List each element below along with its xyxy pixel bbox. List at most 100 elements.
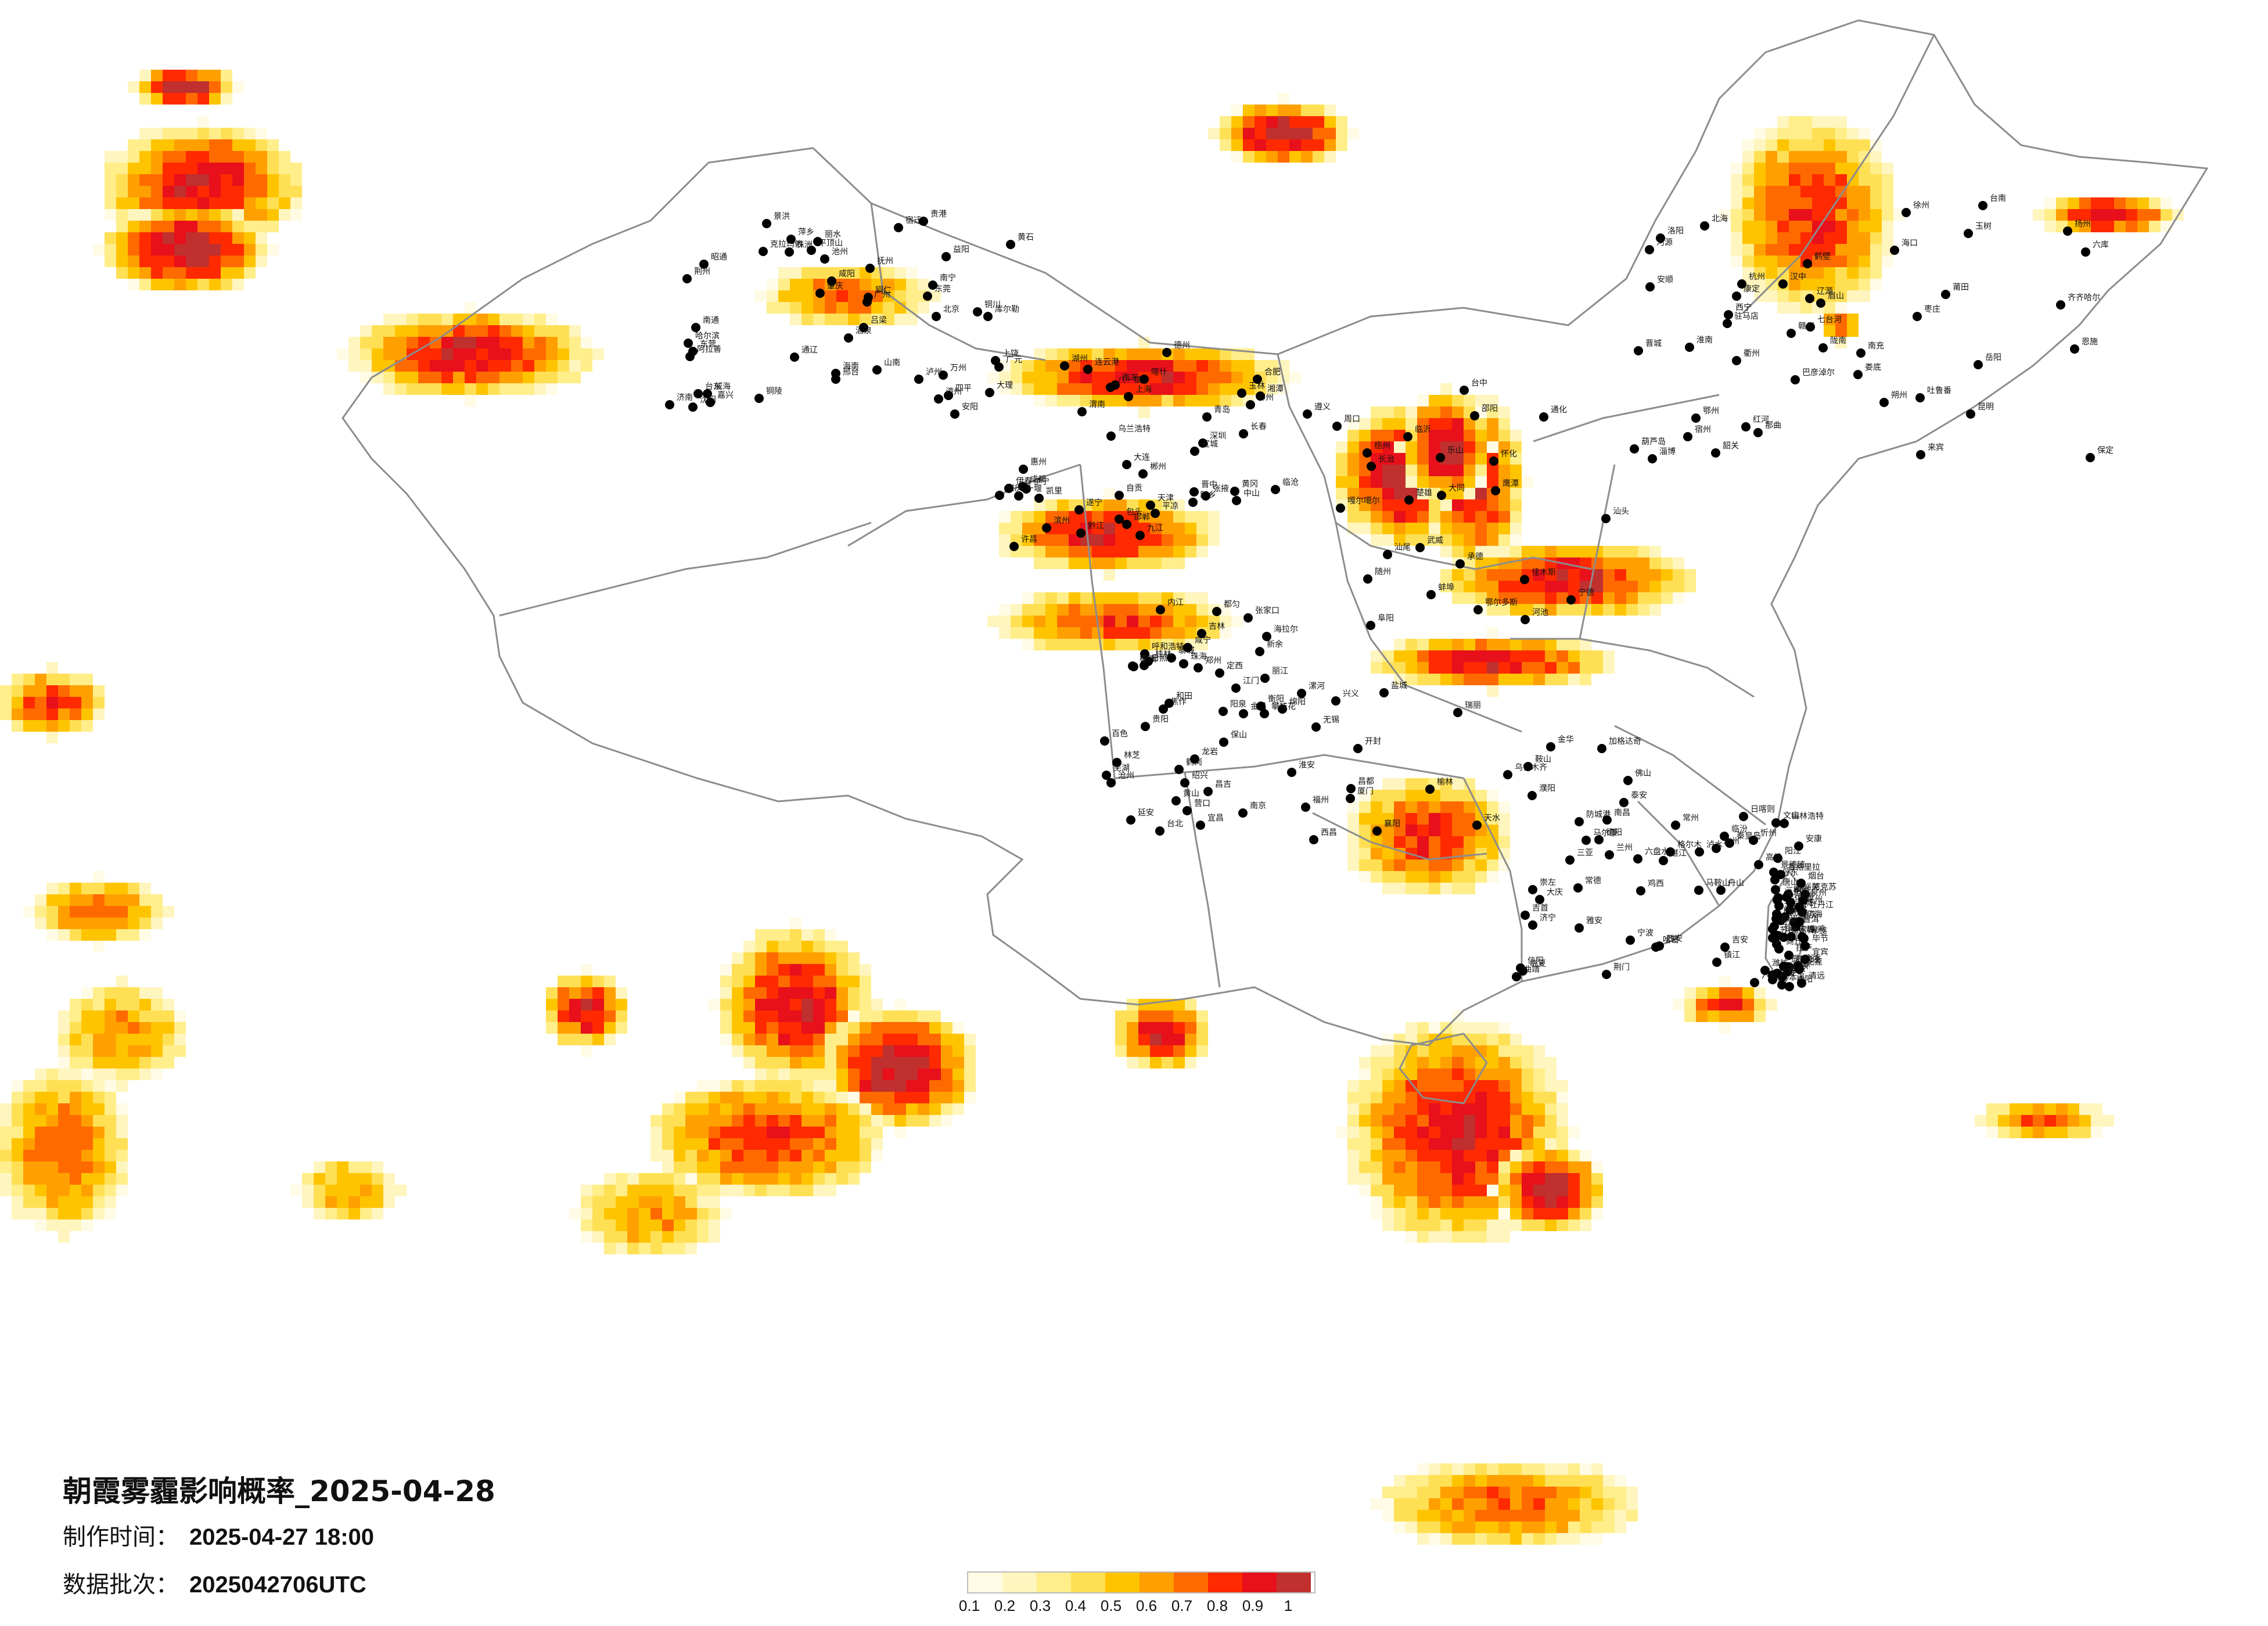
probability-cell xyxy=(1406,1161,1417,1173)
probability-cell xyxy=(1057,383,1069,395)
probability-cell xyxy=(581,987,592,999)
probability-cell xyxy=(1487,406,1498,418)
city-marker: 台中 xyxy=(1460,379,1487,395)
probability-cell xyxy=(1417,1080,1429,1092)
probability-cell xyxy=(929,1045,941,1057)
city-dot xyxy=(1694,886,1703,895)
probability-cell xyxy=(105,256,116,267)
probability-cell xyxy=(58,1196,70,1208)
probability-cell xyxy=(767,929,778,941)
city-label: 平顶山 xyxy=(818,239,843,248)
probability-cell xyxy=(1417,406,1429,418)
probability-cell xyxy=(1545,1092,1557,1103)
probability-cell xyxy=(1742,174,1754,186)
probability-cell xyxy=(871,1103,883,1115)
probability-cell xyxy=(755,1185,767,1196)
probability-cell xyxy=(1394,825,1406,836)
probability-cell xyxy=(174,209,186,221)
probability-cell xyxy=(151,70,163,81)
probability-cell xyxy=(1440,476,1452,488)
probability-cell xyxy=(1498,1034,1510,1045)
probability-cell xyxy=(174,221,186,232)
probability-cell xyxy=(1766,209,1777,221)
probability-cell xyxy=(720,1127,732,1138)
probability-cell xyxy=(1510,662,1522,674)
probability-cell xyxy=(1162,499,1173,511)
city-dot xyxy=(2056,300,2065,310)
probability-cell xyxy=(1649,592,1661,604)
city-dot xyxy=(1271,485,1280,494)
probability-cell xyxy=(1406,859,1417,871)
city-label: 海南 xyxy=(843,362,859,371)
probability-cell xyxy=(825,290,836,302)
probability-cell xyxy=(1359,1103,1371,1115)
probability-cell xyxy=(1057,627,1069,639)
probability-cell xyxy=(1440,1487,1452,1498)
city-label: 乌海 xyxy=(1806,910,1823,919)
probability-cell xyxy=(836,302,848,314)
probability-cell xyxy=(221,209,232,221)
probability-cell xyxy=(755,1150,767,1161)
probability-cell xyxy=(12,1196,23,1208)
city-marker: 上海 xyxy=(1124,385,1152,401)
probability-cell xyxy=(883,1045,894,1057)
probability-cell xyxy=(1359,1057,1371,1069)
city-dot xyxy=(1346,794,1355,803)
probability-cell xyxy=(1196,639,1208,650)
probability-cell xyxy=(1173,1010,1185,1022)
probability-cell xyxy=(1173,999,1185,1010)
probability-cell xyxy=(685,1220,697,1231)
probability-cell xyxy=(592,1196,604,1208)
city-label: 重庆 xyxy=(1801,911,1817,920)
probability-cell xyxy=(1510,674,1522,685)
probability-cell xyxy=(2044,209,2056,221)
probability-cell xyxy=(1115,1045,1127,1057)
probability-cell xyxy=(790,1022,801,1034)
probability-cell xyxy=(697,1150,709,1161)
probability-cell xyxy=(139,139,151,151)
probability-cell xyxy=(813,1161,825,1173)
probability-cell xyxy=(232,221,244,232)
probability-cell xyxy=(1533,604,1545,616)
production-time: 制作时间： 2025-04-27 18:00 xyxy=(63,1518,374,1552)
probability-cell xyxy=(1475,592,1487,604)
probability-cell xyxy=(1847,267,1859,279)
probability-cell xyxy=(221,244,232,256)
probability-cell xyxy=(743,1045,755,1057)
city-marker: 孝感 xyxy=(1799,926,1827,943)
city-marker: 襄阳 xyxy=(1372,819,1400,836)
city-dot xyxy=(1780,819,1789,828)
probability-cell xyxy=(848,1138,860,1150)
probability-cell xyxy=(372,1185,383,1196)
probability-cell xyxy=(1406,778,1417,790)
probability-cell xyxy=(476,372,488,383)
probability-cell xyxy=(732,1161,743,1173)
probability-cell xyxy=(755,1161,767,1173)
probability-cell xyxy=(813,1103,825,1115)
city-marker: 邯郸 xyxy=(1122,513,1150,529)
probability-cell xyxy=(81,1115,93,1127)
probability-cell xyxy=(12,1173,23,1185)
probability-cell xyxy=(1394,662,1406,674)
probability-cell xyxy=(1533,1057,1545,1069)
probability-cell xyxy=(1824,244,1835,256)
probability-cell xyxy=(116,1103,128,1115)
city-dot xyxy=(859,323,868,332)
probability-cell xyxy=(174,244,186,256)
probability-cell xyxy=(1731,186,1742,197)
city-label: 梅州 xyxy=(1140,654,1156,664)
city-dot xyxy=(1528,920,1537,930)
probability-cell xyxy=(1510,1034,1522,1045)
probability-cell xyxy=(743,1057,755,1069)
probability-cell xyxy=(1382,813,1394,825)
probability-cell xyxy=(1382,418,1394,430)
probability-cell xyxy=(743,987,755,999)
probability-cell xyxy=(1371,441,1382,453)
probability-cell xyxy=(163,1057,174,1069)
probability-cell xyxy=(174,1010,186,1022)
city-label: 阿拉善 xyxy=(697,345,721,354)
probability-cell xyxy=(1429,465,1440,476)
probability-cell xyxy=(58,929,70,941)
city-dot xyxy=(1659,856,1668,865)
probability-cell xyxy=(1824,290,1835,302)
